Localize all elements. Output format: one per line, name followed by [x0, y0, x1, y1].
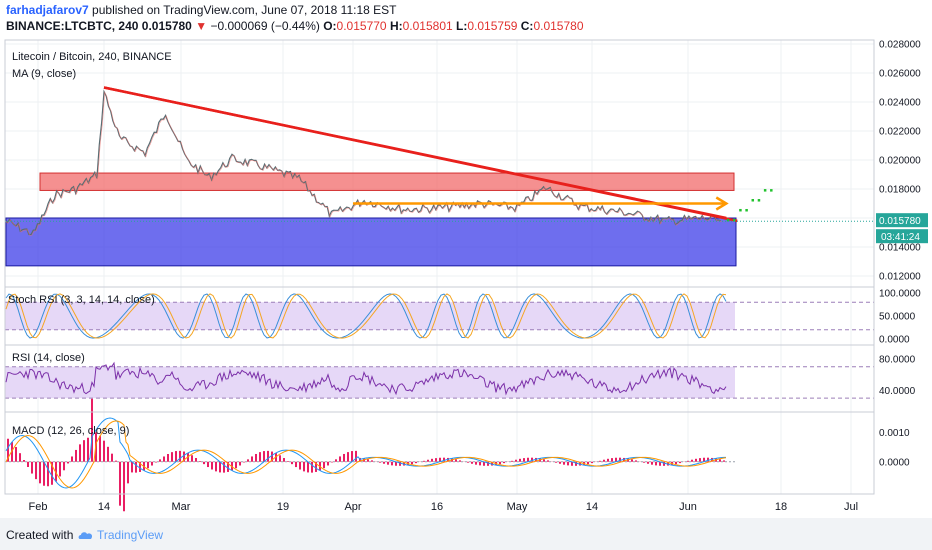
countdown-badge-text: 03:41:24 [881, 232, 920, 243]
price-axis-label: 0.022000 [879, 127, 921, 138]
chart-title: Litecoin / Bitcoin, 240, BINANCE [12, 51, 172, 63]
date-axis-label: 19 [277, 501, 289, 513]
price-axis-label: 0.024000 [879, 98, 921, 109]
price-axis-label: 0.028000 [879, 40, 921, 51]
forecast-dot [739, 208, 742, 212]
date-axis-label: 18 [775, 501, 787, 513]
rsi-title: RSI (14, close) [12, 352, 85, 364]
date-axis-label: 14 [586, 501, 598, 513]
published-text: published on TradingView.com, June 07, 2… [92, 3, 397, 17]
created-with-text: Created with [6, 528, 74, 542]
forecast-dot [726, 218, 730, 222]
last-price-badge [876, 213, 928, 228]
countdown-badge [876, 229, 928, 244]
rsi-axis-label: 40.0000 [879, 386, 916, 397]
forecast-dot [757, 199, 761, 202]
symbol-label: BINANCE:LTCBTC, 240 [6, 19, 139, 33]
macd-pane [4, 411, 875, 495]
date-axis-label: Jul [844, 501, 858, 513]
date-axis-label: May [507, 501, 528, 513]
high-value: 0.015801 [402, 19, 453, 33]
forecast-dot [770, 189, 773, 192]
price-axis-label: 0.014000 [879, 243, 921, 254]
down-arrow-icon: ▼ [195, 19, 208, 33]
macd-title: MACD (12, 26, close, 9) [12, 425, 129, 437]
trendline [103, 86, 727, 220]
price-axis-label: 0.020000 [879, 156, 921, 167]
resistance-zone [39, 172, 735, 191]
tradingview-brand: TradingView [97, 528, 164, 542]
last-price: 0.015780 [141, 19, 192, 33]
open-value: 0.015770 [336, 19, 387, 33]
close-label: C: [520, 19, 534, 33]
date-axis-label: Feb [29, 501, 48, 513]
ma-indicator-label: MA (9, close) [12, 68, 76, 80]
date-axis-label: 14 [98, 501, 110, 513]
price-axis-label: 0.026000 [879, 69, 921, 80]
publication-line: farhadjafarov7 published on TradingView.… [6, 3, 396, 17]
last-price-badge-text: 0.015780 [879, 216, 921, 227]
stoch-k-line [5, 293, 727, 339]
support-zone [5, 217, 737, 267]
cloud-icon [78, 532, 93, 539]
macd-signal-line [5, 420, 727, 489]
high-label: H: [389, 19, 403, 33]
stoch-rsi-axis-label: 50.0000 [879, 312, 916, 323]
price-change: −0.000069 (−0.44%) [210, 19, 320, 33]
forecast-dot [745, 208, 748, 212]
date-axis-label: 16 [431, 501, 443, 513]
stoch-rsi-axis-label: 0.0000 [879, 335, 910, 346]
price-axis-label: 0.012000 [879, 272, 921, 283]
symbol-line: BINANCE:LTCBTC, 240 0.015780 ▼ −0.000069… [6, 19, 584, 33]
projection-arrow-head [715, 196, 729, 211]
stoch-rsi-axis-label: 100.0000 [879, 289, 921, 300]
macd-axis-label: 0.0000 [879, 457, 910, 468]
rsi-axis-label: 80.0000 [879, 354, 916, 365]
moving-average-line [5, 91, 722, 236]
stoch-rsi-title: Stoch RSI (3, 3, 14, 14, close) [8, 294, 155, 306]
author-link[interactable]: farhadjafarov7 [6, 3, 89, 17]
date-axis-label: Apr [344, 501, 361, 513]
stoch-d-line [5, 293, 727, 339]
price-series [4, 89, 721, 236]
macd-axis-label: 0.0010 [879, 428, 910, 439]
date-axis-label: Jun [679, 501, 697, 513]
rsi-line [5, 361, 727, 396]
forecast-dot [733, 218, 736, 222]
forecast-dot [751, 199, 755, 202]
macd-line [5, 417, 726, 489]
price-axis-label: 0.018000 [879, 185, 921, 196]
chart-area[interactable]: 0.028000 0.026000 0.024000 0.022000 0.020000… [0, 0, 932, 518]
tradingview-logo[interactable]: TradingView [78, 528, 163, 542]
open-label: O: [323, 19, 337, 33]
low-value: 0.015759 [467, 19, 518, 33]
date-axis-label: Mar [172, 501, 191, 513]
low-label: L: [456, 19, 468, 33]
forecast-dot [763, 189, 767, 192]
close-value: 0.015780 [533, 19, 584, 33]
footer: Created with TradingView [0, 518, 932, 550]
